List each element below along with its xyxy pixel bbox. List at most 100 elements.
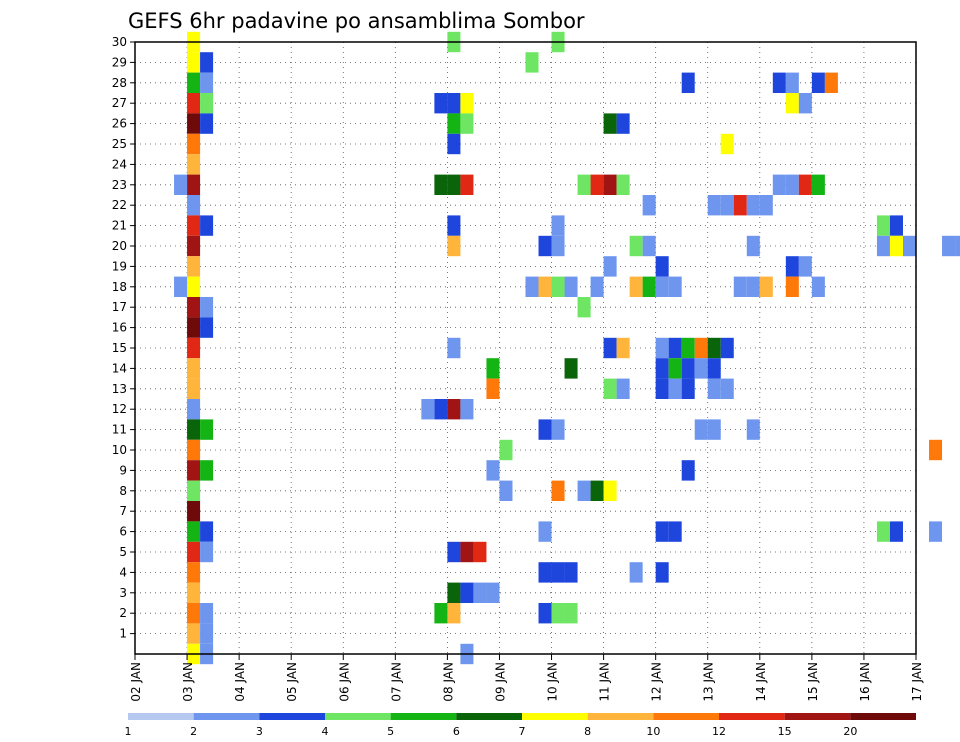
legend-color-swatch xyxy=(719,713,785,720)
heatmap-cell xyxy=(590,174,604,195)
heatmap-cell xyxy=(681,460,695,481)
heatmap-cell xyxy=(460,582,474,603)
x-tick-label: 05 JAN xyxy=(285,662,299,702)
y-tick-label: 13 xyxy=(112,382,127,396)
heatmap-cell xyxy=(447,215,461,236)
heatmap-cell xyxy=(694,337,708,359)
heatmap-cell xyxy=(824,72,838,93)
y-tick-label: 12 xyxy=(112,402,127,416)
x-tick-label: 17 JAN xyxy=(910,662,924,702)
heatmap-cell xyxy=(486,358,500,379)
heatmap-cell xyxy=(642,235,656,257)
heatmap-cell xyxy=(187,480,201,501)
heatmap-cell xyxy=(200,113,214,134)
heatmap-cell xyxy=(460,113,474,134)
heatmap-cell xyxy=(668,378,682,399)
heatmap-cell xyxy=(200,297,214,318)
heatmap-cell xyxy=(811,174,825,195)
y-tick-label: 10 xyxy=(112,443,127,457)
y-axis-ticks: 1234567891011121314151617181920212223242… xyxy=(112,35,135,641)
heatmap-cell xyxy=(929,439,943,461)
heatmap-cell xyxy=(434,399,448,420)
heatmap-cell xyxy=(746,235,760,257)
heatmap-cell xyxy=(590,480,604,501)
heatmap-cell xyxy=(942,235,956,257)
heatmap-cell xyxy=(421,399,435,420)
heatmap-cell xyxy=(655,256,669,277)
legend-label: 4 xyxy=(322,725,329,738)
heatmap-cell xyxy=(720,337,734,359)
heatmap-cell xyxy=(200,603,214,624)
heatmap-cell xyxy=(616,378,630,399)
y-tick-label: 19 xyxy=(112,259,127,273)
y-tick-label: 1 xyxy=(119,627,127,641)
heatmap-cell xyxy=(655,562,669,583)
heatmap-cell xyxy=(577,297,591,318)
heatmap-cell xyxy=(447,133,461,155)
heatmap-cell xyxy=(460,541,474,563)
heatmap-cell xyxy=(655,276,669,297)
heatmap-cell xyxy=(603,113,617,134)
heatmap-cell xyxy=(499,480,513,501)
heatmap-cell xyxy=(187,235,201,257)
y-tick-label: 24 xyxy=(112,157,127,171)
heatmap-cell xyxy=(551,480,565,501)
heatmap-cell xyxy=(902,235,916,257)
heatmap-cell xyxy=(187,113,201,134)
heatmap-cell xyxy=(187,195,201,216)
heatmap-cell xyxy=(707,337,721,359)
heatmap-cell xyxy=(187,297,201,318)
heatmap-cell xyxy=(811,276,825,297)
heatmap-cell xyxy=(876,235,890,257)
legend-color-swatch xyxy=(193,713,260,720)
heatmap-cell xyxy=(564,276,578,297)
heatmap-cell xyxy=(642,276,656,297)
heatmap-cell xyxy=(733,195,747,216)
x-tick-label: 12 JAN xyxy=(650,662,664,702)
heatmap-cell xyxy=(759,276,773,297)
heatmap-cell xyxy=(876,215,890,236)
heatmap-cell xyxy=(538,603,552,624)
heatmap-cell xyxy=(746,276,760,297)
heatmap-cell xyxy=(785,276,799,297)
heatmap-cell xyxy=(187,521,201,542)
heatmap-cell xyxy=(447,337,461,359)
heatmap-cell xyxy=(811,72,825,93)
y-tick-label: 25 xyxy=(112,137,127,151)
legend-color-swatch xyxy=(653,713,719,720)
heatmap-cell xyxy=(200,215,214,236)
heatmap-cell xyxy=(603,378,617,399)
heatmap-cell xyxy=(447,174,461,195)
y-tick-label: 26 xyxy=(112,117,127,131)
legend-color-swatch xyxy=(128,713,194,720)
heatmap-cell xyxy=(876,521,890,542)
heatmap-cell xyxy=(187,582,201,603)
legend-color-swatch xyxy=(850,713,916,720)
y-tick-label: 22 xyxy=(112,198,127,212)
heatmap-cell xyxy=(486,582,500,603)
heatmap-cell xyxy=(447,235,461,257)
heatmap-cell xyxy=(187,623,201,644)
heatmap-cell xyxy=(577,480,591,501)
heatmap-cell xyxy=(746,195,760,216)
x-axis-ticks: 02 JAN 03 JAN 04 JAN 05 JAN 06 JAN 07 JAN 08 J… xyxy=(129,654,924,702)
heatmap-cell xyxy=(525,52,539,73)
heatmap-cell xyxy=(551,215,565,236)
heatmap-cell xyxy=(187,317,201,338)
heatmap-cell xyxy=(668,337,682,359)
heatmap-cell xyxy=(798,174,812,195)
heatmap-cell xyxy=(200,541,214,563)
heatmap-cell xyxy=(681,72,695,93)
x-tick-label: 06 JAN xyxy=(337,662,351,702)
x-tick-label: 14 JAN xyxy=(754,662,768,702)
y-tick-label: 16 xyxy=(112,321,127,335)
y-tick-label: 11 xyxy=(112,423,127,437)
x-tick-label: 03 JAN xyxy=(181,662,195,702)
y-tick-label: 2 xyxy=(119,606,127,620)
heatmap-cell xyxy=(187,52,201,73)
y-tick-label: 9 xyxy=(119,463,127,477)
heatmap-cell xyxy=(590,276,604,297)
heatmap-cell xyxy=(434,174,448,195)
x-tick-label: 11 JAN xyxy=(598,662,612,702)
heatmap-cell xyxy=(720,378,734,399)
